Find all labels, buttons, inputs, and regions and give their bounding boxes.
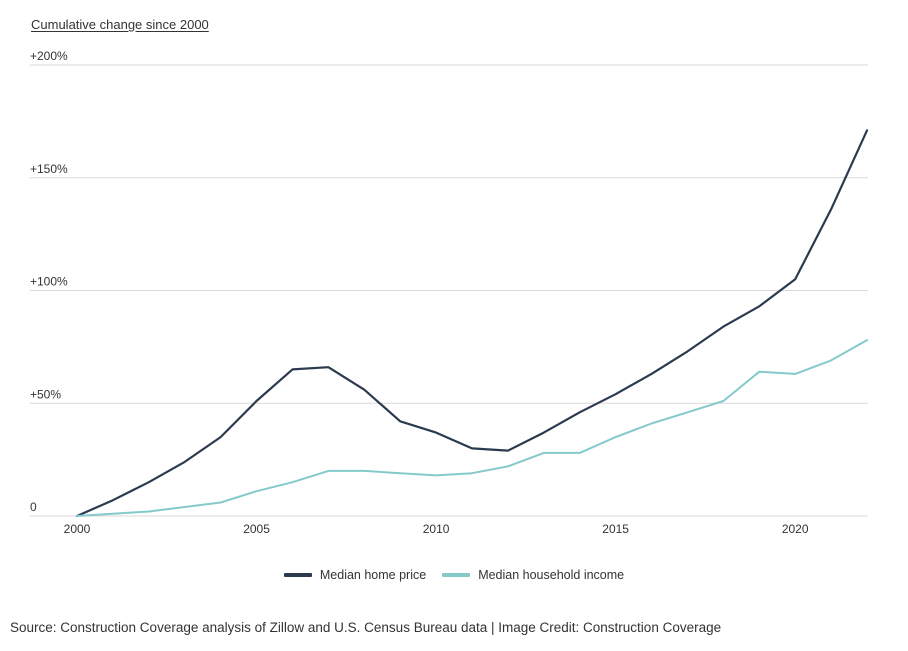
legend-label-home-price: Median home price <box>319 568 427 582</box>
series-line-0 <box>75 129 869 518</box>
legend: Median home price Median household incom… <box>0 568 908 582</box>
x-tick-label: 2010 <box>423 522 450 536</box>
y-tick-label: +50% <box>30 387 61 401</box>
legend-label-household-income: Median household income <box>478 568 625 582</box>
y-axis-ticks: 0 +50% +100% +150% +200% <box>30 49 68 514</box>
y-tick-label: +200% <box>30 49 68 63</box>
x-tick-label: 2015 <box>602 522 629 536</box>
legend-item-home-price[interactable]: Median home price <box>283 568 427 582</box>
legend-swatch-household-income <box>442 573 471 577</box>
y-tick-label: +150% <box>30 162 68 176</box>
x-tick-label: 2020 <box>782 522 809 536</box>
series-line-1 <box>76 339 868 517</box>
legend-item-household-income[interactable]: Median household income <box>442 568 624 582</box>
legend-swatch-home-price <box>283 573 312 577</box>
y-tick-label: +100% <box>30 275 68 289</box>
x-tick-label: 2000 <box>64 522 91 536</box>
series-lines <box>75 129 869 518</box>
y-tick-label: 0 <box>30 500 37 514</box>
x-axis-ticks: 2000 2005 2010 2015 2020 <box>64 522 809 536</box>
gridlines <box>30 64 868 517</box>
y-axis-title: Cumulative change since 2000 <box>31 17 209 32</box>
source-credit: Source: Construction Coverage analysis o… <box>10 620 722 635</box>
x-tick-label: 2005 <box>243 522 270 536</box>
